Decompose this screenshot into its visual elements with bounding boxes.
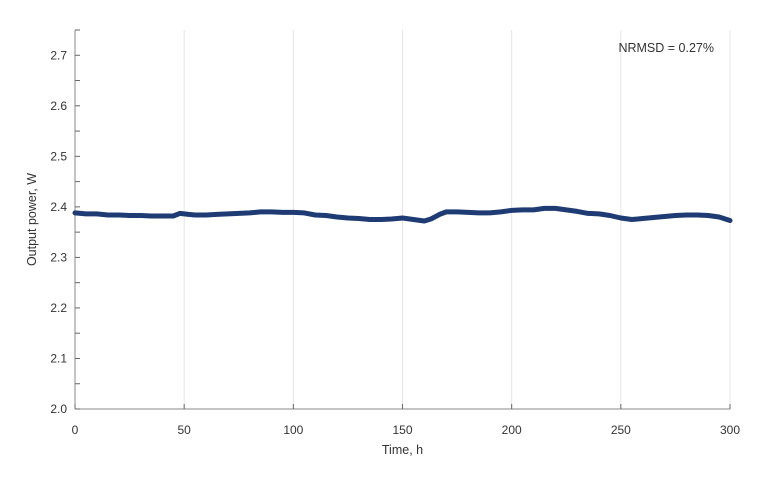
y-tick-label: 2.1 <box>50 351 67 365</box>
x-tick-label: 50 <box>177 423 191 437</box>
x-axis-title: Time, h <box>382 443 423 457</box>
y-tick-label: 2.0 <box>50 402 67 416</box>
y-tick-label: 2.4 <box>50 200 67 214</box>
ticks: 2.0 2.1 2.2 2.3 2.4 2.5 2.6 2.7 0 50 100 150 200 250 3… <box>50 29 740 437</box>
x-tick-label: 250 <box>611 423 631 437</box>
x-tick-label: 300 <box>720 423 740 437</box>
y-tick-label: 2.2 <box>50 301 67 315</box>
x-tick-label: 0 <box>72 423 79 437</box>
x-tick-label: 200 <box>502 423 522 437</box>
x-tick-label: 150 <box>392 423 412 437</box>
y-tick-label: 2.5 <box>50 149 67 163</box>
series-line <box>72 205 733 224</box>
x-tick-label: 100 <box>283 423 303 437</box>
y-tick-label: 2.3 <box>50 250 67 264</box>
y-axis-title: Output power, W <box>25 173 39 266</box>
y-tick-label: 2.7 <box>50 48 67 62</box>
y-tick-label: 2.6 <box>50 99 67 113</box>
nrmsd-annotation: NRMSD = 0.27% <box>618 41 714 55</box>
series-layer <box>72 205 733 224</box>
